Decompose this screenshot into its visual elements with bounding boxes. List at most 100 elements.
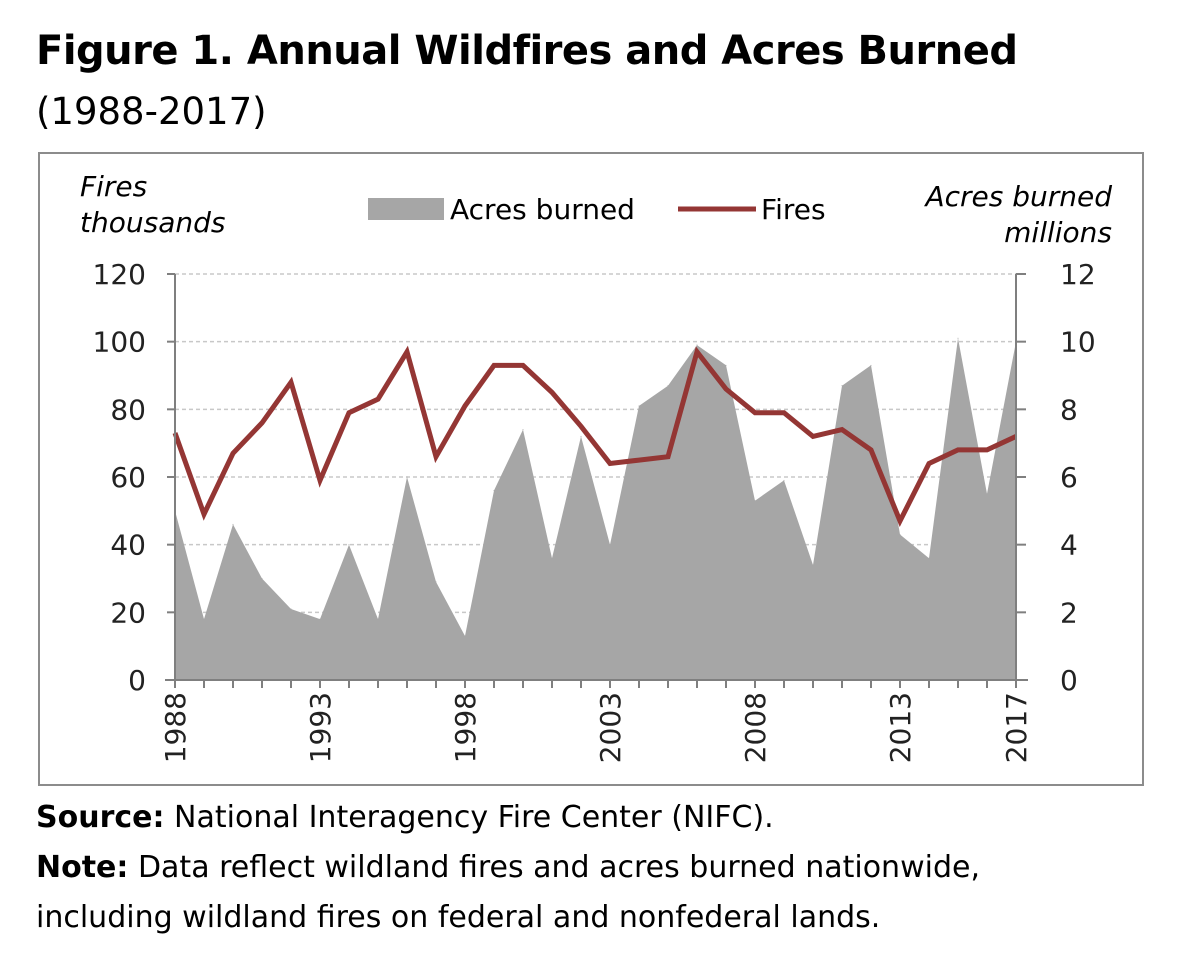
acres-burned-point-2009 bbox=[783, 479, 785, 481]
fires-point-1992 bbox=[290, 381, 292, 383]
acres-burned-point-2002 bbox=[580, 435, 582, 437]
fires-point-2014 bbox=[928, 462, 930, 464]
fires-point-2008 bbox=[754, 412, 756, 414]
right-axis-ticks: 0 2 4 6 8 10 12 bbox=[1060, 258, 1096, 697]
fires-point-2013 bbox=[899, 520, 901, 522]
fires-point-2015 bbox=[957, 449, 959, 451]
acres-burned-point-2013 bbox=[899, 534, 901, 536]
acres-burned-point-2007 bbox=[725, 364, 727, 366]
legend-label-fires: Fires bbox=[761, 193, 826, 226]
fires-point-2000 bbox=[522, 364, 524, 366]
acres-burned-point-1999 bbox=[493, 490, 495, 492]
axes bbox=[165, 273, 1028, 688]
fires-point-2006 bbox=[696, 351, 698, 353]
acres-burned-point-2014 bbox=[928, 557, 930, 559]
fires-point-2002 bbox=[580, 425, 582, 427]
acres-burned-point-1997 bbox=[435, 581, 437, 583]
acres-burned-area bbox=[175, 338, 1016, 680]
fires-point-1989 bbox=[203, 513, 205, 515]
fires-point-2009 bbox=[783, 412, 785, 414]
fires-line bbox=[172, 345, 1018, 528]
left-tick-label: 80 bbox=[110, 393, 146, 426]
acres-burned-point-2015 bbox=[957, 337, 959, 339]
fires-point-1996 bbox=[406, 351, 408, 353]
x-tick-label: 1998 bbox=[449, 692, 482, 763]
left-tick-label: 0 bbox=[128, 664, 146, 697]
fires-point-1991 bbox=[261, 422, 263, 424]
acres-burned-point-2000 bbox=[522, 429, 524, 431]
fires-point-1999 bbox=[493, 364, 495, 366]
acres-burned-point-2012 bbox=[870, 364, 872, 366]
fires-point-1994 bbox=[348, 412, 350, 414]
left-axis-label-line2: thousands bbox=[80, 206, 225, 239]
x-tick-label: 1988 bbox=[159, 692, 192, 763]
x-tick-label: 2008 bbox=[739, 692, 772, 763]
note-label: Note: bbox=[36, 850, 129, 885]
fires-point-2016 bbox=[986, 449, 988, 451]
legend-swatch-acres-burned bbox=[368, 198, 444, 220]
fires-point-2007 bbox=[725, 388, 727, 390]
x-axis-ticks: 1988 1993 1998 2003 2008 2013 2017 bbox=[159, 692, 1033, 763]
right-tick-label: 2 bbox=[1060, 596, 1078, 629]
figure-title: Figure 1. Annual Wildfires and Acres Bur… bbox=[36, 28, 1018, 74]
left-tick-label: 100 bbox=[93, 326, 146, 359]
x-tick-label: 2003 bbox=[594, 692, 627, 763]
acres-burned-point-1995 bbox=[377, 618, 379, 620]
x-tick-label: 1993 bbox=[304, 692, 337, 763]
note-text: Data reflect wildland fires and acres bu… bbox=[128, 850, 980, 885]
acres-burned-point-2011 bbox=[841, 385, 843, 387]
fires-line-layer bbox=[172, 345, 1018, 528]
fires-point-1993 bbox=[319, 479, 321, 481]
fires-point-1997 bbox=[435, 456, 437, 458]
left-tick-label: 20 bbox=[110, 596, 146, 629]
acres-burned-point-1998 bbox=[464, 635, 466, 637]
right-tick-label: 10 bbox=[1060, 326, 1096, 359]
right-tick-label: 12 bbox=[1060, 258, 1096, 291]
fires-point-2011 bbox=[841, 429, 843, 431]
fires-point-1990 bbox=[232, 452, 234, 454]
source-line: Source: National Interagency Fire Center… bbox=[36, 800, 774, 835]
x-tick-label: 2017 bbox=[1000, 692, 1033, 763]
fires-point-2005 bbox=[667, 456, 669, 458]
source-text: National Interagency Fire Center (NIFC). bbox=[164, 800, 774, 835]
acres-burned-point-2008 bbox=[754, 500, 756, 502]
acres-burned-point-2006 bbox=[696, 344, 698, 346]
fires-point-2010 bbox=[812, 435, 814, 437]
acres-burned-point-1996 bbox=[406, 476, 408, 478]
right-tick-label: 4 bbox=[1060, 529, 1078, 562]
note-line: Note: Data reflect wildland fires and ac… bbox=[36, 850, 980, 885]
fires-point-1998 bbox=[464, 405, 466, 407]
right-tick-label: 6 bbox=[1060, 461, 1078, 494]
right-axis-label-line1: Acres burned bbox=[923, 180, 1112, 213]
x-tick-label: 2013 bbox=[884, 692, 917, 763]
legend-label-acres-burned: Acres burned bbox=[450, 193, 635, 226]
acres-burned-point-1990 bbox=[232, 523, 234, 525]
acres-burned-point-2004 bbox=[638, 405, 640, 407]
left-axis-label-line1: Fires bbox=[80, 170, 147, 203]
left-axis-ticks: 0 20 40 60 80 100 120 bbox=[93, 258, 146, 697]
acres-burned-area-layer bbox=[174, 337, 1017, 680]
legend: Acres burned Fires bbox=[368, 193, 826, 226]
left-tick-label: 60 bbox=[110, 461, 146, 494]
acres-burned-point-2010 bbox=[812, 564, 814, 566]
note-line-2: including wildland fires on federal and … bbox=[36, 900, 881, 935]
acres-burned-point-1994 bbox=[348, 544, 350, 546]
acres-burned-point-2016 bbox=[986, 493, 988, 495]
fires-point-2001 bbox=[551, 391, 553, 393]
fires-point-1995 bbox=[377, 398, 379, 400]
acres-burned-point-2003 bbox=[609, 544, 611, 546]
left-tick-label: 120 bbox=[93, 258, 146, 291]
acres-burned-point-2005 bbox=[667, 385, 669, 387]
fires-point-2012 bbox=[870, 449, 872, 451]
acres-burned-point-1992 bbox=[290, 608, 292, 610]
acres-burned-point-1993 bbox=[319, 618, 321, 620]
source-label: Source: bbox=[36, 800, 165, 835]
right-tick-label: 0 bbox=[1060, 664, 1078, 697]
acres-burned-point-2001 bbox=[551, 557, 553, 559]
right-axis-label-line2: millions bbox=[1004, 216, 1112, 249]
left-tick-label: 40 bbox=[110, 529, 146, 562]
fires-point-2004 bbox=[638, 459, 640, 461]
acres-burned-point-1991 bbox=[261, 578, 263, 579]
acres-burned-point-1989 bbox=[203, 618, 205, 620]
